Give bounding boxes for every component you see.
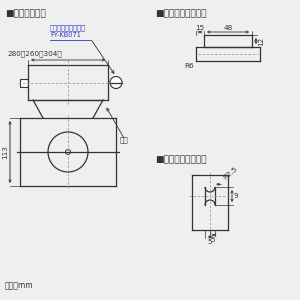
Text: R2.5: R2.5	[222, 166, 238, 181]
Bar	[20, 79, 28, 86]
Text: 9: 9	[234, 193, 238, 199]
Text: R6: R6	[184, 63, 194, 69]
Text: 5: 5	[208, 239, 212, 245]
Text: 本体: 本体	[120, 137, 129, 143]
Text: 12: 12	[258, 36, 264, 46]
Text: ■本体取付穴詳細図: ■本体取付穴詳細図	[155, 155, 206, 164]
Text: FY-KB071: FY-KB071	[50, 32, 81, 38]
Text: 単位：mm: 単位：mm	[5, 281, 34, 290]
Text: 15: 15	[195, 25, 205, 31]
Text: 48: 48	[224, 25, 232, 31]
Text: 吊り金具（別売品）: 吊り金具（別売品）	[50, 24, 86, 31]
Text: 280（260～304）: 280（260～304）	[7, 50, 62, 57]
Text: ■吊り金具位置: ■吊り金具位置	[5, 9, 46, 18]
Text: 5: 5	[210, 237, 215, 243]
Circle shape	[110, 76, 122, 88]
Text: 113: 113	[2, 145, 8, 159]
Text: ■吊り金具穴詳細図: ■吊り金具穴詳細図	[155, 9, 206, 18]
